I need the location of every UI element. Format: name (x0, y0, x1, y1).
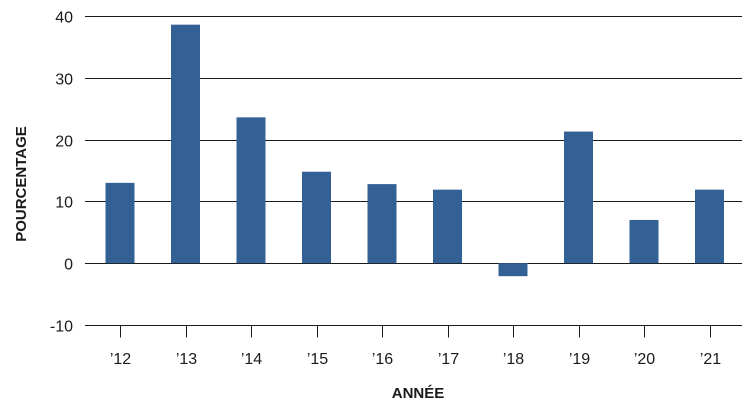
x-tick-label: ’21 (700, 351, 721, 368)
x-tick-label: ’14 (241, 351, 262, 368)
x-tick-label: ’12 (110, 351, 131, 368)
x-tick-label: ’13 (176, 351, 197, 368)
bar-3 (302, 171, 331, 264)
x-tick-label: ’16 (372, 351, 393, 368)
bar-7 (564, 131, 593, 264)
y-tick-labels: -10 0 10 20 30 40 (50, 10, 73, 336)
y-tick-label: 0 (64, 257, 73, 274)
y-tick-label: 10 (55, 195, 73, 212)
x-tick-label: ’15 (307, 351, 328, 368)
x-tick-label: ’19 (569, 351, 590, 368)
y-tick-label: 30 (55, 72, 73, 89)
x-tick-label: ’18 (503, 351, 524, 368)
y-tick-label: 20 (55, 134, 73, 151)
bar-6 (498, 263, 528, 277)
y-tick-label: -10 (50, 319, 73, 336)
bar-9 (695, 189, 724, 264)
bar-5 (433, 189, 462, 264)
x-tick-label: ’17 (438, 351, 459, 368)
x-axis (85, 325, 742, 338)
x-tick-label: ’20 (634, 351, 655, 368)
bar-0 (105, 182, 135, 264)
bar-8 (629, 219, 659, 264)
x-tick-labels: ’12 ’13 ’14 ’15 ’16 ’17 ’18 ’19 ’20 ’21 (110, 351, 721, 368)
bar-4 (367, 184, 397, 264)
bar-1 (171, 24, 200, 264)
y-axis-title: POURCENTAGE (13, 126, 30, 242)
bar-2 (236, 117, 266, 264)
y-tick-label: 40 (55, 10, 73, 27)
bars (105, 24, 724, 277)
x-axis-title: ANNÉE (392, 385, 445, 402)
